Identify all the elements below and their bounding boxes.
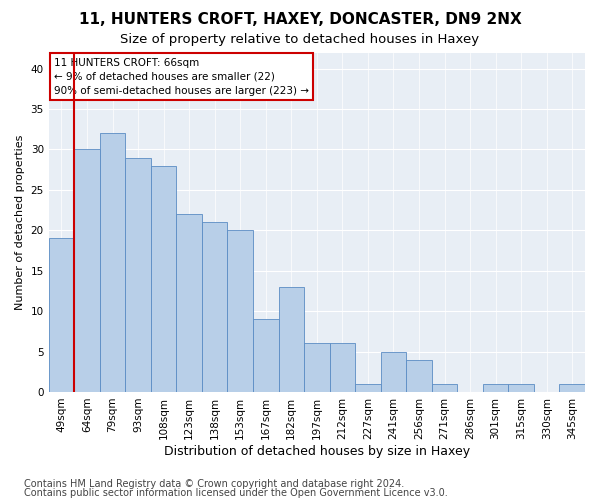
Bar <box>202 222 227 392</box>
Bar <box>483 384 508 392</box>
Bar <box>176 214 202 392</box>
Bar <box>508 384 534 392</box>
Bar <box>432 384 457 392</box>
Bar <box>125 158 151 392</box>
Bar <box>559 384 585 392</box>
Text: 11 HUNTERS CROFT: 66sqm
← 9% of detached houses are smaller (22)
90% of semi-det: 11 HUNTERS CROFT: 66sqm ← 9% of detached… <box>54 58 309 96</box>
Bar <box>355 384 380 392</box>
Bar <box>100 134 125 392</box>
Bar <box>278 287 304 392</box>
Text: Size of property relative to detached houses in Haxey: Size of property relative to detached ho… <box>121 32 479 46</box>
Bar <box>329 344 355 392</box>
Bar <box>304 344 329 392</box>
Bar <box>253 319 278 392</box>
Text: 11, HUNTERS CROFT, HAXEY, DONCASTER, DN9 2NX: 11, HUNTERS CROFT, HAXEY, DONCASTER, DN9… <box>79 12 521 28</box>
Bar <box>49 238 74 392</box>
Text: Contains HM Land Registry data © Crown copyright and database right 2024.: Contains HM Land Registry data © Crown c… <box>24 479 404 489</box>
Bar <box>151 166 176 392</box>
Bar <box>380 352 406 392</box>
Bar <box>227 230 253 392</box>
X-axis label: Distribution of detached houses by size in Haxey: Distribution of detached houses by size … <box>164 444 470 458</box>
Text: Contains public sector information licensed under the Open Government Licence v3: Contains public sector information licen… <box>24 488 448 498</box>
Bar <box>406 360 432 392</box>
Y-axis label: Number of detached properties: Number of detached properties <box>15 134 25 310</box>
Bar <box>74 150 100 392</box>
